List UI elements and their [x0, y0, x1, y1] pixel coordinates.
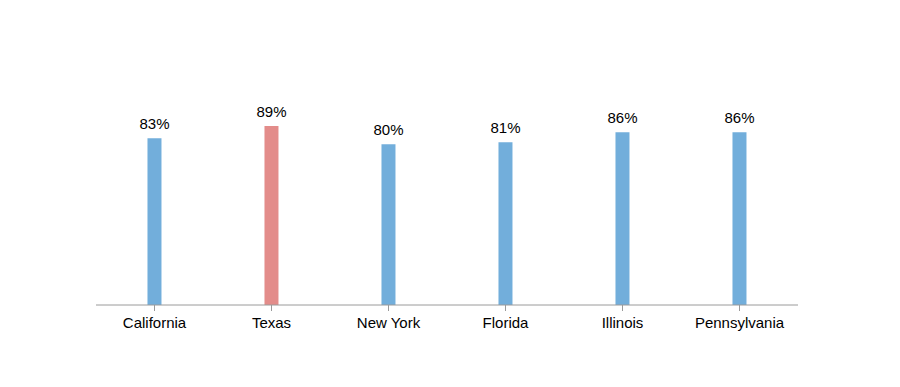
svg-text:Texas: Texas: [252, 314, 291, 331]
svg-text:California: California: [123, 314, 187, 331]
svg-text:86%: 86%: [607, 109, 637, 126]
svg-text:Pennsylvania: Pennsylvania: [695, 314, 785, 331]
svg-text:New York: New York: [357, 314, 421, 331]
svg-text:83%: 83%: [139, 115, 169, 132]
svg-text:81%: 81%: [490, 119, 520, 136]
svg-text:80%: 80%: [373, 121, 403, 138]
svg-text:86%: 86%: [724, 109, 754, 126]
svg-text:Illinois: Illinois: [602, 314, 644, 331]
svg-text:89%: 89%: [256, 103, 286, 120]
svg-text:Florida: Florida: [483, 314, 530, 331]
